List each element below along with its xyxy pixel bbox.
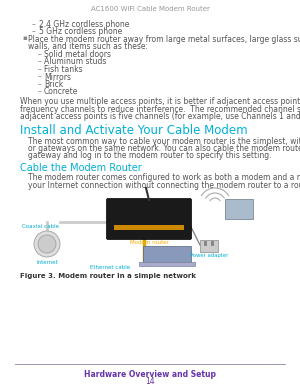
Text: adjacent access points is five channels (for example, use Channels 1 and 6, or 6: adjacent access points is five channels …	[20, 112, 300, 121]
Text: your Internet connection without connecting the modem router to a router or gate: your Internet connection without connect…	[28, 180, 300, 189]
Text: Modem router: Modem router	[130, 240, 168, 245]
Bar	[211, 241, 214, 246]
Circle shape	[38, 235, 56, 253]
Bar	[15, 192, 285, 270]
Text: Power adapter: Power adapter	[190, 253, 228, 258]
Text: 5 GHz cordless phone: 5 GHz cordless phone	[39, 28, 122, 36]
Text: Solid metal doors: Solid metal doors	[44, 50, 111, 59]
Text: Internet: Internet	[36, 260, 58, 265]
Text: Coaxial cable: Coaxial cable	[22, 224, 59, 229]
Text: When you use multiple access points, it is better if adjacent access points use : When you use multiple access points, it …	[20, 97, 300, 106]
Text: Figure 3. Modem router in a simple network: Figure 3. Modem router in a simple netwo…	[20, 273, 196, 279]
Text: –: –	[38, 73, 42, 81]
Text: frequency channels to reduce interference.  The recommended channel spacing betw: frequency channels to reduce interferenc…	[20, 104, 300, 114]
Text: –: –	[38, 50, 42, 59]
Text: or gateways on the same network. You can also cable the modem router to another : or gateways on the same network. You can…	[28, 144, 300, 153]
Bar	[139, 262, 195, 266]
Text: Install and Activate Your Cable Modem: Install and Activate Your Cable Modem	[20, 125, 248, 137]
Text: –: –	[38, 57, 42, 66]
Text: Fish tanks: Fish tanks	[44, 65, 82, 74]
Text: –: –	[38, 65, 42, 74]
Text: Cable the Modem Router: Cable the Modem Router	[20, 163, 142, 173]
Bar	[114, 225, 184, 230]
Text: Hardware Overview and Setup: Hardware Overview and Setup	[84, 370, 216, 379]
Circle shape	[34, 231, 60, 257]
Text: The most common way to cable your modem router is the simplest, without any othe: The most common way to cable your modem …	[28, 137, 300, 146]
Text: –: –	[38, 80, 42, 89]
Text: Place the modem router away from large metal surfaces, large glass surfaces, ins: Place the modem router away from large m…	[28, 35, 300, 44]
Bar	[200, 240, 218, 252]
Text: walls, and items such as these:: walls, and items such as these:	[28, 43, 148, 52]
Text: AC1600 WiFi Cable Modem Router: AC1600 WiFi Cable Modem Router	[91, 6, 209, 12]
Text: –: –	[32, 20, 36, 29]
Text: Aluminum studs: Aluminum studs	[44, 57, 106, 66]
Text: gateway and log in to the modem router to specify this setting.: gateway and log in to the modem router t…	[28, 151, 272, 161]
Bar	[143, 246, 191, 264]
Text: The modem router comes configured to work as both a modem and a router. You can : The modem router comes configured to wor…	[28, 173, 300, 182]
Text: Ethernet cable: Ethernet cable	[90, 265, 130, 270]
Text: Brick: Brick	[44, 80, 63, 89]
FancyBboxPatch shape	[106, 199, 191, 239]
Text: 14: 14	[145, 377, 155, 386]
Text: ▪: ▪	[22, 35, 27, 41]
Text: –: –	[38, 88, 42, 97]
Text: 2.4 GHz cordless phone: 2.4 GHz cordless phone	[39, 20, 129, 29]
Bar	[225, 199, 253, 219]
Text: Mirrors: Mirrors	[44, 73, 71, 81]
Bar	[204, 241, 207, 246]
Text: Concrete: Concrete	[44, 88, 78, 97]
Text: –: –	[32, 28, 36, 36]
